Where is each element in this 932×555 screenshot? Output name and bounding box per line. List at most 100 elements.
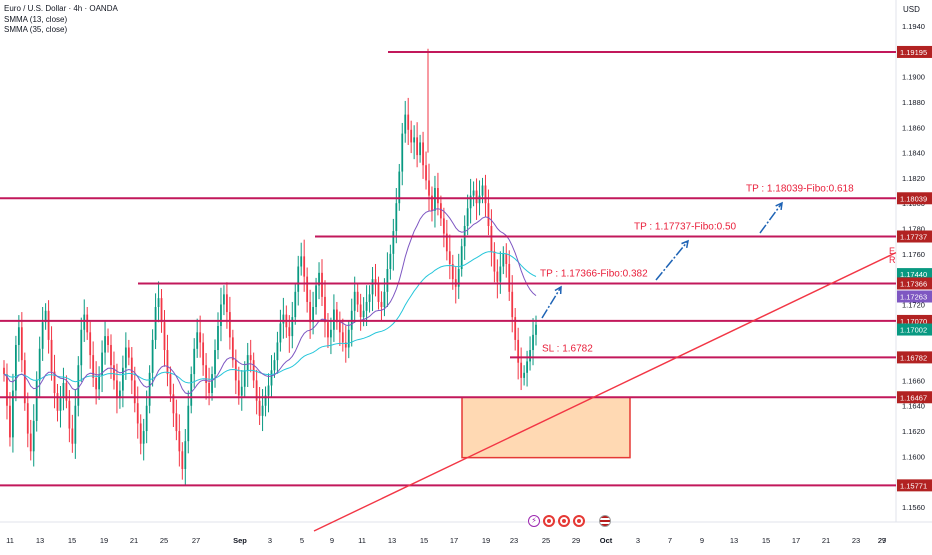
- candle-body[interactable]: [89, 332, 92, 356]
- candle-body[interactable]: [163, 322, 166, 351]
- candle-body[interactable]: [255, 380, 258, 401]
- candle-body[interactable]: [401, 133, 404, 172]
- candle-body[interactable]: [65, 382, 68, 401]
- candle-body[interactable]: [315, 285, 317, 308]
- candle-body[interactable]: [17, 327, 20, 345]
- candle-body[interactable]: [50, 339, 53, 372]
- candle-body[interactable]: [398, 171, 401, 204]
- candle-body[interactable]: [83, 314, 86, 330]
- target-annotation[interactable]: TP : 1.17737-Fibo:0.50: [634, 222, 737, 233]
- candle-body[interactable]: [300, 256, 303, 267]
- up-arrow-icon[interactable]: [655, 239, 689, 281]
- candle-body[interactable]: [383, 291, 386, 308]
- candle-body[interactable]: [457, 269, 460, 287]
- candle-body[interactable]: [362, 310, 365, 318]
- candle-body[interactable]: [32, 420, 35, 452]
- candle-body[interactable]: [365, 301, 368, 311]
- candle-body[interactable]: [440, 203, 442, 219]
- candle-body[interactable]: [205, 365, 207, 383]
- candle-body[interactable]: [121, 367, 124, 391]
- price-label[interactable]: [897, 45, 932, 58]
- candle-body[interactable]: [511, 291, 514, 318]
- candle-body[interactable]: [303, 256, 306, 277]
- candle-body[interactable]: [448, 251, 451, 264]
- candle-body[interactable]: [142, 431, 145, 444]
- us-flag-icon[interactable]: [599, 515, 611, 527]
- candle-body[interactable]: [74, 405, 77, 444]
- candle-body[interactable]: [104, 336, 106, 353]
- candle-body[interactable]: [136, 403, 139, 424]
- candle-body[interactable]: [154, 307, 157, 340]
- candle-body[interactable]: [107, 336, 109, 345]
- candle-body[interactable]: [353, 291, 356, 311]
- candle-body[interactable]: [327, 322, 329, 338]
- candle-body[interactable]: [160, 298, 163, 323]
- candle-body[interactable]: [324, 296, 326, 323]
- candle-body[interactable]: [116, 380, 118, 399]
- candle-body[interactable]: [190, 374, 193, 406]
- candle-body[interactable]: [392, 231, 395, 254]
- candle-body[interactable]: [261, 405, 264, 416]
- candle-body[interactable]: [514, 317, 517, 340]
- candle-body[interactable]: [62, 382, 65, 399]
- candle-body[interactable]: [187, 405, 190, 442]
- candle-body[interactable]: [9, 405, 11, 438]
- candle-body[interactable]: [243, 370, 246, 387]
- candle-body[interactable]: [113, 365, 115, 381]
- candle-body[interactable]: [309, 301, 312, 323]
- candle-body[interactable]: [20, 327, 23, 361]
- event-ring-icon-3[interactable]: [573, 515, 585, 527]
- candle-body[interactable]: [127, 347, 130, 358]
- candle-body[interactable]: [374, 279, 377, 285]
- target-annotation[interactable]: SL : 1.6782: [542, 343, 593, 354]
- candle-body[interactable]: [333, 309, 335, 330]
- candle-body[interactable]: [80, 329, 83, 366]
- candle-body[interactable]: [330, 329, 332, 338]
- candle-body[interactable]: [481, 185, 484, 196]
- candle-body[interactable]: [359, 304, 362, 318]
- candle-body[interactable]: [425, 165, 427, 181]
- candle-body[interactable]: [338, 322, 341, 333]
- candle-body[interactable]: [442, 218, 445, 234]
- candle-body[interactable]: [231, 337, 234, 361]
- candle-body[interactable]: [318, 272, 320, 286]
- candle-body[interactable]: [532, 334, 534, 351]
- candle-body[interactable]: [175, 413, 178, 432]
- candle-body[interactable]: [356, 291, 359, 305]
- candle-body[interactable]: [431, 195, 433, 211]
- candle-body[interactable]: [41, 322, 44, 349]
- candle-body[interactable]: [321, 272, 323, 297]
- candle-body[interactable]: [505, 253, 508, 264]
- candle-body[interactable]: [202, 342, 205, 366]
- candle-body[interactable]: [12, 390, 14, 438]
- candle-body[interactable]: [53, 371, 56, 394]
- candle-body[interactable]: [508, 263, 511, 292]
- candle-body[interactable]: [14, 344, 17, 391]
- candle-body[interactable]: [249, 355, 252, 361]
- price-label[interactable]: [897, 230, 932, 243]
- candle-body[interactable]: [71, 428, 74, 444]
- candle-body[interactable]: [419, 142, 421, 156]
- candle-body[interactable]: [368, 294, 371, 302]
- candle-body[interactable]: [23, 360, 26, 404]
- candle-body[interactable]: [270, 370, 273, 386]
- candle-body[interactable]: [217, 325, 219, 351]
- candle-body[interactable]: [451, 263, 454, 280]
- candle-body[interactable]: [496, 271, 499, 282]
- candle-body[interactable]: [208, 382, 210, 394]
- candle-body[interactable]: [335, 309, 338, 323]
- lightning-icon[interactable]: ⚡: [528, 515, 540, 527]
- candle-body[interactable]: [59, 398, 62, 411]
- candle-body[interactable]: [166, 350, 169, 375]
- event-ring-icon-2[interactable]: [558, 515, 570, 527]
- symbol-title[interactable]: Euro / U.S. Dollar · 4h · OANDA: [4, 4, 118, 13]
- candle-body[interactable]: [312, 307, 314, 323]
- candle-body[interactable]: [389, 253, 392, 270]
- candle-body[interactable]: [181, 451, 184, 470]
- candle-body[interactable]: [487, 203, 490, 226]
- candle-body[interactable]: [469, 195, 472, 209]
- candle-body[interactable]: [110, 344, 112, 366]
- candle-body[interactable]: [124, 347, 127, 368]
